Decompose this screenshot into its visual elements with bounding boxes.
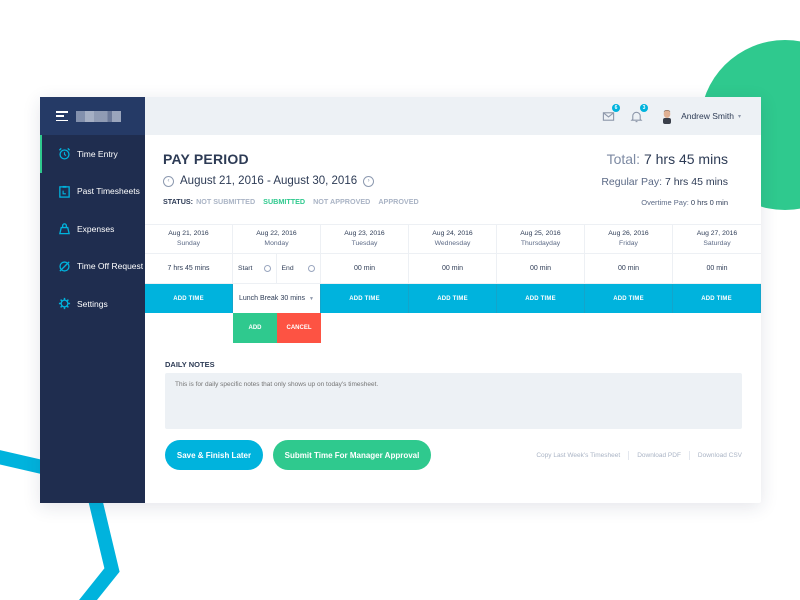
timesheet-app-window: Time Entry Past Timesheets Expenses Time… xyxy=(40,97,761,503)
add-time-row: ADD TIME Lunch Break 30 mins ▼ ADD TIME A… xyxy=(145,284,761,313)
previous-period-chevron-left-icon[interactable]: ‹ xyxy=(163,175,174,187)
sidebar-item-settings[interactable]: Settings xyxy=(40,285,145,323)
pay-totals: Total: 7 hrs 45 mins Regular Pay: 7 hrs … xyxy=(601,151,728,207)
day-header: Aug 24, 2016 Wednesday xyxy=(409,225,497,253)
start-time-input[interactable]: Start xyxy=(233,254,277,283)
sidebar-item-past-timesheets[interactable]: Past Timesheets xyxy=(40,173,145,211)
add-time-button[interactable]: ADD TIME xyxy=(673,284,761,313)
chevron-down-icon: ▼ xyxy=(309,295,314,302)
day-header: Aug 21, 2016 Sunday xyxy=(145,225,233,253)
download-csv-link[interactable]: Download CSV xyxy=(697,452,742,459)
user-name[interactable]: Andrew Smith xyxy=(681,111,734,121)
day-header: Aug 23, 2016 Tuesday xyxy=(321,225,409,253)
main-content: 6 3 Andrew Smith ▾ PAY PERIOD ‹ August 2… xyxy=(145,97,761,503)
status-not-approved: NOT APPROVED xyxy=(313,197,371,206)
sidebar-item-label: Past Timesheets xyxy=(77,186,140,197)
clock-icon xyxy=(263,265,271,272)
day-hours: 7 hrs 45 mins xyxy=(145,254,233,283)
notification-count-badge: 3 xyxy=(640,104,649,112)
clipboard-icon xyxy=(58,185,71,198)
day-hours: 00 min xyxy=(409,254,497,283)
hours-row: 7 hrs 45 mins Start End 00 min 00 min 00… xyxy=(145,254,761,284)
day-header: Aug 25, 2016 Thursdayday xyxy=(497,225,585,253)
sidebar: Time Entry Past Timesheets Expenses Time… xyxy=(40,97,145,503)
copy-last-week-link[interactable]: Copy Last Week's Timesheet xyxy=(536,452,621,459)
status-submitted: SUBMITTED xyxy=(263,197,306,206)
editor-actions: ADD CANCEL xyxy=(233,313,321,343)
week-timesheet-grid: Aug 21, 2016 Sunday Aug 22, 2016 Monday Au… xyxy=(145,224,761,343)
sidebar-item-label: Settings xyxy=(77,298,108,309)
divider xyxy=(628,451,630,460)
day-hours: 00 min xyxy=(585,254,673,283)
add-entry-button[interactable]: ADD xyxy=(233,313,277,343)
secondary-actions: Copy Last Week's Timesheet Download PDF … xyxy=(536,451,742,460)
topbar: 6 3 Andrew Smith ▾ xyxy=(145,97,761,135)
end-time-input[interactable]: End xyxy=(277,254,321,283)
bell-weight-icon xyxy=(58,222,71,235)
next-period-chevron-right-icon[interactable]: › xyxy=(363,175,375,187)
lunch-break-label: Lunch Break xyxy=(239,295,279,302)
sidebar-item-label: Expenses xyxy=(77,223,115,234)
divider xyxy=(688,451,690,460)
status-label: STATUS: xyxy=(163,197,194,206)
daily-notes-textarea[interactable] xyxy=(165,373,742,429)
hamburger-menu-icon[interactable] xyxy=(56,111,68,121)
sidebar-item-time-entry[interactable]: Time Entry xyxy=(40,135,145,173)
day-hours: 00 min xyxy=(497,254,585,283)
add-time-button[interactable]: ADD TIME xyxy=(145,284,233,313)
mail-icon xyxy=(602,111,614,121)
avatar[interactable] xyxy=(660,108,674,124)
no-entry-icon xyxy=(58,260,71,273)
sidebar-item-expenses[interactable]: Expenses xyxy=(40,210,145,248)
gear-icon xyxy=(58,297,71,310)
sidebar-item-time-off-request[interactable]: Time Off Request xyxy=(40,248,145,286)
period-range: August 21, 2016 - August 30, 2016 xyxy=(180,175,358,187)
sidebar-header xyxy=(40,97,145,135)
add-time-button[interactable]: ADD TIME xyxy=(585,284,673,313)
sidebar-item-label: Time Off Request xyxy=(77,261,144,272)
sidebar-item-label: Time Entry xyxy=(77,148,118,159)
day-header: Aug 27, 2016 Saturday xyxy=(696,230,738,247)
add-time-button[interactable]: ADD TIME xyxy=(497,284,585,313)
cancel-entry-button[interactable]: CANCEL xyxy=(277,313,321,343)
status-bar: STATUS: NOT SUBMITTED SUBMITTED NOT APPR… xyxy=(163,197,419,206)
notifications-button[interactable]: 3 xyxy=(628,104,649,124)
status-not-submitted: NOT SUBMITTED xyxy=(196,197,256,206)
overtime-pay-hours: Overtime Pay: 0 hrs 0 min xyxy=(641,198,728,207)
alarm-clock-icon xyxy=(58,147,71,160)
mail-count-badge: 6 xyxy=(612,104,621,112)
period-navigator: ‹ August 21, 2016 - August 30, 2016 › xyxy=(163,175,375,187)
day-header: Aug 26, 2016 Friday xyxy=(585,225,673,253)
lunch-break-field: Lunch Break 30 mins ▼ xyxy=(233,284,321,313)
user-menu-chevron-down-icon[interactable]: ▾ xyxy=(737,113,741,120)
submit-for-approval-button[interactable]: Submit Time For Manager Approval xyxy=(273,440,431,470)
add-time-button[interactable]: ADD TIME xyxy=(321,284,409,313)
day-header-row: Aug 21, 2016 Sunday Aug 22, 2016 Monday Au… xyxy=(145,224,761,254)
add-time-button[interactable]: ADD TIME xyxy=(409,284,497,313)
day-header: Aug 22, 2016 Monday xyxy=(233,225,321,253)
bell-icon xyxy=(630,111,643,122)
company-logo xyxy=(76,110,121,122)
clock-icon xyxy=(308,265,315,272)
lunch-break-select[interactable]: 30 mins ▼ xyxy=(280,295,314,302)
total-hours: Total: 7 hrs 45 mins xyxy=(606,151,728,167)
status-approved: APPROVED xyxy=(378,197,419,206)
time-range-editor: Start End xyxy=(233,254,321,283)
daily-notes-label: DAILY NOTES xyxy=(165,360,215,369)
mail-button[interactable]: 6 xyxy=(600,104,621,124)
sidebar-nav: Time Entry Past Timesheets Expenses Time… xyxy=(40,135,145,323)
day-hours: 00 min xyxy=(321,254,409,283)
download-pdf-link[interactable]: Download PDF xyxy=(637,452,681,459)
editor-actions-row: ADD CANCEL xyxy=(145,313,761,343)
day-hours: 00 min xyxy=(706,265,728,272)
page-title: PAY PERIOD xyxy=(163,151,249,167)
regular-pay-hours: Regular Pay: 7 hrs 45 mins xyxy=(601,176,728,188)
pay-period-header: PAY PERIOD ‹ August 21, 2016 - August 30… xyxy=(145,135,761,224)
save-finish-later-button[interactable]: Save & Finish Later xyxy=(165,440,263,470)
